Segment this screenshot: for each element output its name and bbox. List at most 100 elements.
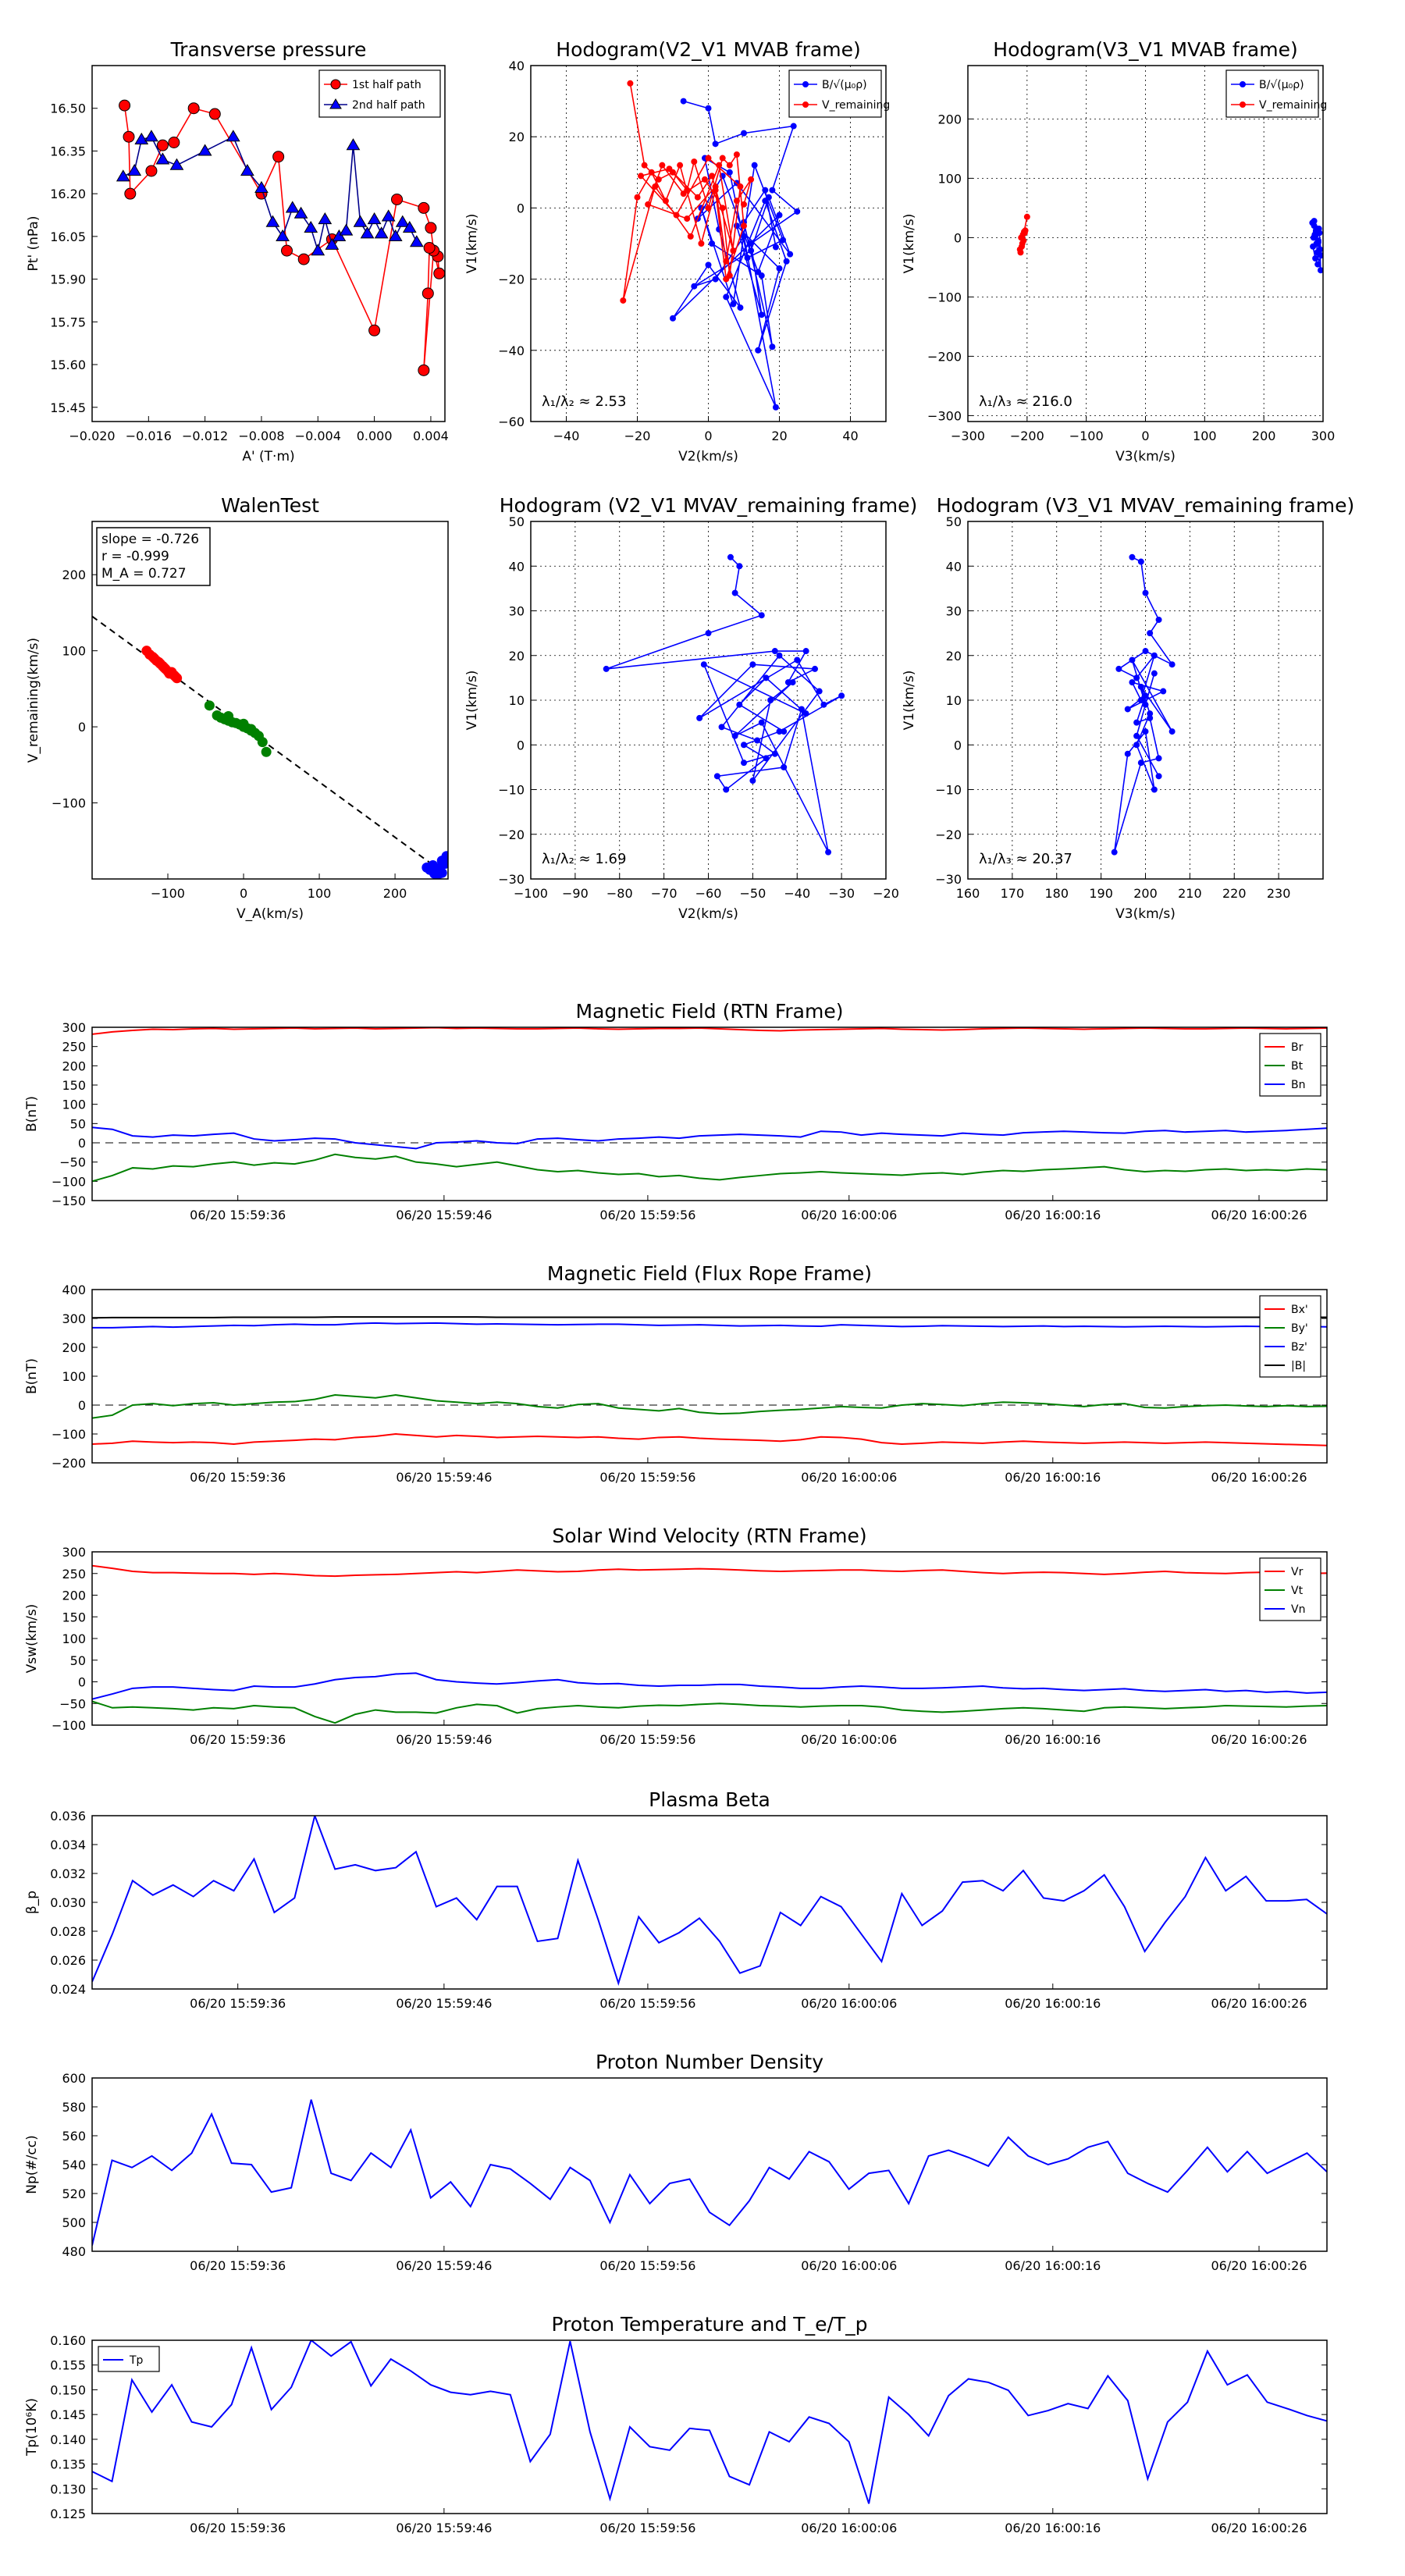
y-tick-label: −50 <box>59 1155 86 1170</box>
plot-area <box>92 2099 1327 2246</box>
data-point <box>1124 706 1131 713</box>
data-point <box>838 692 845 699</box>
chart-title: Proton Number Density <box>596 2051 823 2073</box>
chart-title: Proton Temperature and T_e/T_p <box>551 2313 867 2336</box>
x-tick-label: 06/20 15:59:46 <box>396 1996 492 2011</box>
data-point <box>353 215 368 227</box>
axes-frame <box>91 1289 1328 1464</box>
x-tick-label: 06/20 15:59:46 <box>396 2258 492 2273</box>
x-tick-label: 06/20 16:00:16 <box>1005 2258 1101 2273</box>
y-tick-label: −20 <box>498 272 525 287</box>
series-line-tp <box>92 2340 1327 2504</box>
y-tick-label: 0 <box>78 1675 86 1690</box>
data-point <box>716 162 723 169</box>
data-point <box>1312 227 1319 234</box>
series-hg1-1 <box>620 80 755 304</box>
data-point <box>758 311 765 318</box>
data-point <box>433 267 445 279</box>
plot-area <box>116 99 445 376</box>
x-tick-label: −30 <box>828 886 855 901</box>
x-axis-label: V_A(km/s) <box>237 906 304 922</box>
y-tick-label: 0.135 <box>50 2457 86 2472</box>
data-point <box>652 183 659 190</box>
x-tick-label: 06/20 16:00:26 <box>1211 1732 1307 1747</box>
y-tick-label: 40 <box>509 559 525 574</box>
y-axis-label: B(nT) <box>24 1096 40 1132</box>
plot-area <box>1016 213 1323 274</box>
data-point <box>422 287 434 300</box>
data-point <box>238 718 249 729</box>
chart-title: Plasma Beta <box>649 1788 770 1811</box>
x-tick-label: 0 <box>1141 429 1149 443</box>
data-point <box>1155 616 1162 623</box>
data-point <box>731 589 738 596</box>
legend-label: Bz' <box>1291 1341 1307 1354</box>
y-tick-label: 0.155 <box>50 2358 86 2373</box>
x-tick-label: 06/20 15:59:46 <box>396 1470 492 1485</box>
data-point <box>820 701 827 708</box>
data-point <box>737 183 744 190</box>
data-point <box>226 130 240 142</box>
data-point <box>733 197 740 205</box>
y-tick-label: −10 <box>498 783 525 798</box>
x-tick-label: 06/20 15:59:46 <box>396 1732 492 1747</box>
x-tick-label: 190 <box>1089 886 1113 901</box>
series-line-bz <box>92 1322 1327 1329</box>
x-tick-label: 06/20 16:00:26 <box>1211 1996 1307 2011</box>
y-axis-label: Tp(10⁶K) <box>24 2398 40 2457</box>
axes-frame <box>91 2077 1328 2252</box>
data-point <box>727 553 734 560</box>
data-point <box>360 226 375 239</box>
series-line <box>1113 557 1173 852</box>
x-tick-label: 200 <box>383 886 407 901</box>
data-point <box>771 648 778 655</box>
y-tick-label: 0 <box>954 230 962 245</box>
data-point <box>794 208 801 215</box>
data-point <box>1142 692 1149 699</box>
data-point <box>1311 218 1318 225</box>
data-point <box>709 240 716 247</box>
y-tick-label: 15.60 <box>50 358 86 372</box>
plot-area <box>1111 553 1176 856</box>
data-point <box>755 347 762 354</box>
data-point <box>705 155 712 162</box>
y-tick-label: 15.75 <box>50 315 86 329</box>
y-tick-label: −30 <box>498 872 525 887</box>
data-point <box>1137 760 1144 767</box>
y-tick-label: 16.05 <box>50 229 86 244</box>
y-axis-label: B(nT) <box>24 1358 40 1394</box>
x-tick-label: −60 <box>695 886 722 901</box>
axes-frame <box>530 521 887 880</box>
x-axis-label: V2(km/s) <box>678 906 738 922</box>
textbox-line: M_A = 0.727 <box>101 566 187 582</box>
legend-label: Vt <box>1291 1585 1304 1597</box>
chart-title: Hodogram(V3_V1 MVAB frame) <box>993 38 1297 61</box>
y-tick-label: 200 <box>937 112 962 126</box>
data-point <box>156 139 169 151</box>
y-tick-label: 50 <box>509 514 525 529</box>
legend-label: |B| <box>1291 1360 1306 1372</box>
x-tick-label: −70 <box>651 886 678 901</box>
y-tick-label: −200 <box>927 349 962 364</box>
x-tick-label: −20 <box>873 886 899 901</box>
series-line-b <box>92 1316 1327 1319</box>
data-point <box>712 141 719 148</box>
data-point <box>1317 267 1323 274</box>
data-point <box>790 123 797 130</box>
data-point <box>718 724 725 731</box>
y-tick-label: 0.028 <box>50 1924 86 1939</box>
data-point <box>1147 710 1154 717</box>
x-tick-label: 06/20 16:00:06 <box>801 1208 897 1222</box>
x-axis-label: V3(km/s) <box>1115 449 1176 464</box>
data-point <box>144 130 158 142</box>
data-point <box>425 222 437 234</box>
plot-area <box>92 1027 1327 1183</box>
data-point <box>1151 786 1158 793</box>
y-tick-label: 0.030 <box>50 1895 86 1910</box>
legend-label: 1st half path <box>352 79 422 91</box>
data-point <box>381 209 396 222</box>
data-point <box>1129 679 1136 686</box>
data-point <box>429 868 440 879</box>
data-point <box>794 656 801 664</box>
